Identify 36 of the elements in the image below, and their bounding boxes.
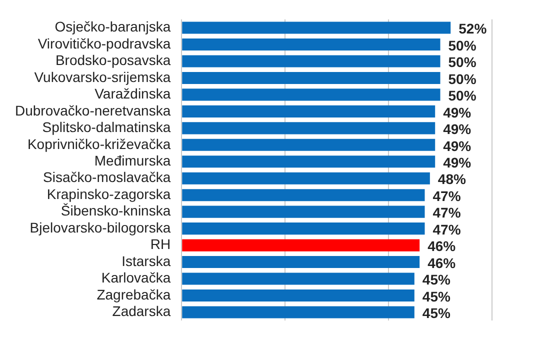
- data-label: 47%: [432, 188, 462, 204]
- y-tick-label: Bjelovarsko-bilogorska: [30, 219, 171, 236]
- y-tick-label: Karlovačka: [101, 270, 171, 286]
- y-tick-label: Istarska: [122, 252, 171, 269]
- data-label: 45%: [422, 288, 451, 304]
- data-label: 46%: [428, 254, 456, 271]
- data-label: 47%: [432, 221, 462, 238]
- y-tick-label: Osječko-baranjska: [54, 18, 171, 35]
- data-label: 49%: [443, 104, 472, 120]
- data-label: 45%: [422, 272, 451, 288]
- y-tick-label: Vukovarsko-srijemska: [34, 68, 171, 85]
- data-label: 50%: [448, 88, 477, 104]
- data-label: 48%: [438, 171, 466, 188]
- y-tick-label: Splitsko-dalmatinska: [42, 119, 171, 136]
- y-tick-label: Zagrebačka: [96, 286, 171, 302]
- data-label: 47%: [432, 204, 462, 221]
- y-tick-label: Krapinsko-zagorska: [46, 186, 171, 202]
- y-tick-label: Varaždinska: [94, 86, 171, 102]
- data-label: 46%: [428, 238, 456, 254]
- data-label: 49%: [443, 121, 472, 138]
- y-tick-label: Koprivničko-križevačka: [27, 136, 171, 152]
- y-tick-label: Međimurska: [94, 152, 171, 168]
- y-tick-label: Zadarska: [112, 303, 171, 320]
- data-label: 52%: [458, 20, 488, 37]
- y-tick-label: RH: [150, 236, 171, 252]
- data-label: 50%: [448, 70, 477, 87]
- y-tick-label: Dubrovačko-neretvanska: [14, 102, 171, 118]
- data-label: 49%: [443, 138, 472, 154]
- y-tick-label: Šibensko-kninska: [60, 202, 171, 219]
- data-label: 50%: [448, 37, 477, 54]
- data-label: 45%: [422, 305, 451, 322]
- y-tick-label: Brodsko-posavska: [55, 52, 171, 68]
- y-tick-label: Virovitičko-podravska: [38, 35, 171, 52]
- data-label: 49%: [443, 154, 472, 170]
- y-tick-label: Sisačko-moslavačka: [43, 169, 171, 186]
- data-label: 50%: [448, 54, 477, 70]
